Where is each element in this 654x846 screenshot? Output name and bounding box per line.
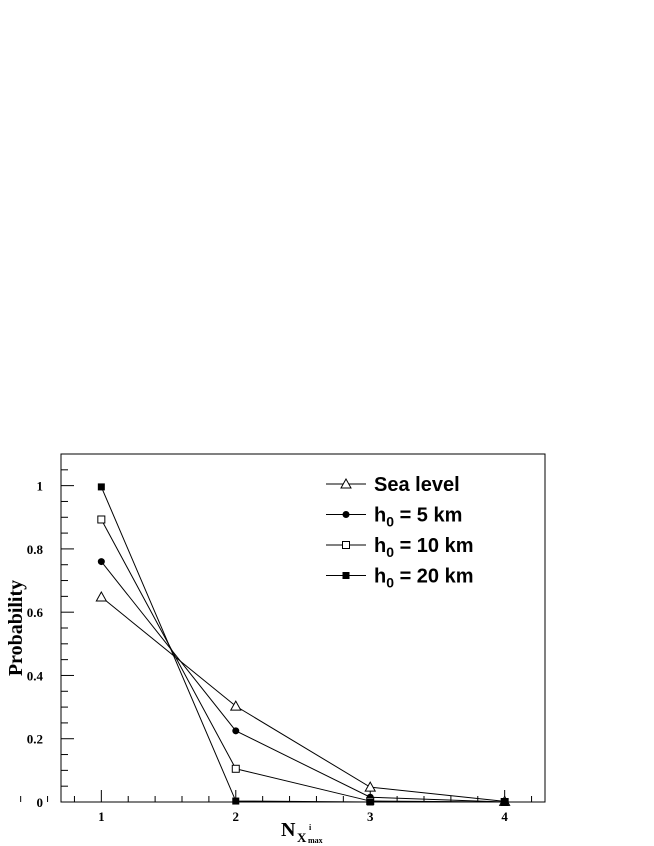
marker-open-triangle xyxy=(229,700,242,711)
series-line xyxy=(100,486,505,803)
x-tick-label: 2 xyxy=(233,809,240,824)
marker-filled-square xyxy=(501,798,509,806)
x-axis-label-superscript: i xyxy=(309,823,312,832)
legend-label-main: Sea level xyxy=(374,474,460,496)
series-markers xyxy=(95,483,511,806)
y-axis-label: Probability xyxy=(5,580,27,676)
series-line xyxy=(100,561,505,803)
plot-frame xyxy=(60,453,546,803)
y-tick-label: 0.8 xyxy=(27,542,44,557)
x-axis-label-subscript: X xyxy=(297,830,307,845)
marker-open-triangle xyxy=(95,590,108,602)
marker-open-triangle xyxy=(340,477,352,489)
y-tick-label: 0.4 xyxy=(27,668,44,683)
marker-filled-square xyxy=(232,797,240,805)
legend-label-rest: = 5 km xyxy=(394,505,462,527)
x-tick-label: 3 xyxy=(367,809,374,824)
y-tick-label: 0 xyxy=(37,795,44,810)
legend-label-main: h xyxy=(374,566,386,588)
marker-open-square xyxy=(97,515,106,524)
legend-label-rest: = 20 km xyxy=(394,566,474,588)
legend-label: Sea level xyxy=(374,474,460,496)
legend-label-rest: = 10 km xyxy=(394,535,474,557)
marker-open-square xyxy=(342,541,350,549)
marker-filled-square xyxy=(97,483,105,491)
legend-label-main: h xyxy=(374,535,386,557)
legend-label-subscript: 0 xyxy=(386,514,394,530)
legend-label-subscript: 0 xyxy=(386,544,394,560)
x-axis-label-main: N xyxy=(281,819,296,841)
x-tick-label: 1 xyxy=(98,809,105,824)
legend-label-subscript: 0 xyxy=(386,575,394,591)
x-tick-label: 4 xyxy=(501,809,508,824)
x-axis-label: N X i max xyxy=(281,819,323,845)
marker-filled-square xyxy=(342,572,350,579)
marker-filled-square xyxy=(366,798,374,806)
legend-label: h0 = 5 km xyxy=(374,505,462,530)
marker-filled-circle xyxy=(342,511,350,518)
marker-filled-circle xyxy=(97,558,105,566)
axes: 0 0.2 0.4 0.6 0.8 1 1 2 3 4 xyxy=(20,453,533,824)
series-line xyxy=(101,596,505,802)
marker-open-square xyxy=(231,764,240,773)
legend-label: h0 = 10 km xyxy=(374,535,474,560)
legend-label: h0 = 20 km xyxy=(374,566,474,591)
y-tick-label: 1 xyxy=(37,479,44,494)
series-lines xyxy=(100,486,505,803)
y-tick-label: 0.2 xyxy=(27,732,43,747)
x-axis-label-subsubscript: max xyxy=(308,836,323,845)
legend-label-main: h xyxy=(374,505,386,527)
marker-open-triangle xyxy=(364,781,377,792)
series-line xyxy=(100,519,505,803)
marker-filled-circle xyxy=(232,727,240,735)
y-tick-label: 0.6 xyxy=(27,605,44,620)
